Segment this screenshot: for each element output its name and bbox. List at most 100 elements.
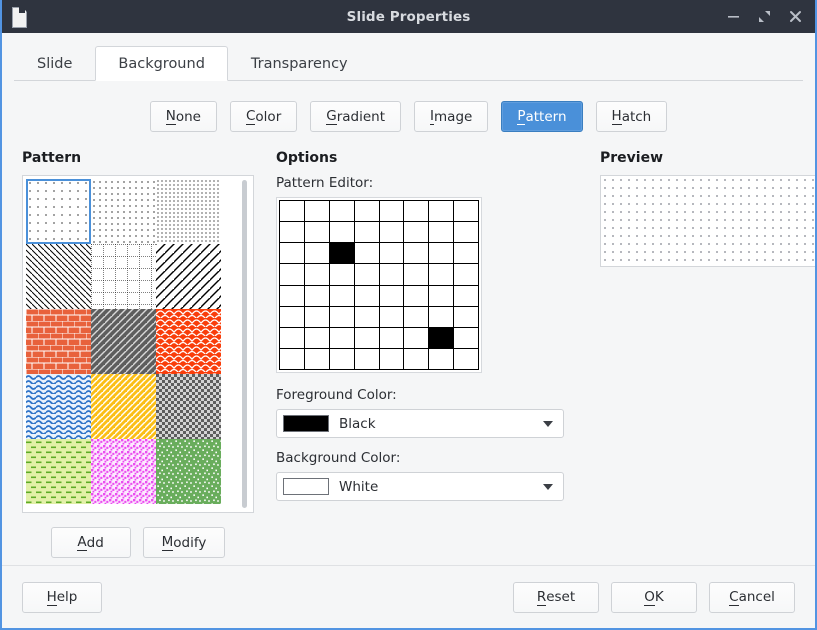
editor-cell-4-0[interactable] xyxy=(280,285,305,307)
editor-cell-3-3[interactable] xyxy=(354,264,380,286)
editor-cell-1-2[interactable] xyxy=(329,222,355,244)
pattern-brick-orange[interactable] xyxy=(26,309,91,374)
editor-cell-0-4[interactable] xyxy=(379,201,405,223)
maximize-button[interactable] xyxy=(757,9,772,24)
editor-cell-5-7[interactable] xyxy=(454,306,479,328)
editor-cell-3-2[interactable] xyxy=(329,264,355,286)
editor-cell-6-1[interactable] xyxy=(304,327,330,349)
editor-cell-2-6[interactable] xyxy=(429,243,455,265)
editor-cell-4-3[interactable] xyxy=(354,285,380,307)
editor-cell-3-5[interactable] xyxy=(404,264,430,286)
pattern-wave-blue[interactable] xyxy=(26,374,91,439)
editor-cell-0-5[interactable] xyxy=(404,201,430,223)
editor-cell-7-5[interactable] xyxy=(404,348,430,370)
editor-cell-5-5[interactable] xyxy=(404,306,430,328)
editor-cell-5-0[interactable] xyxy=(280,306,305,328)
editor-cell-6-7[interactable] xyxy=(454,327,479,349)
pattern-dash-slash[interactable] xyxy=(156,244,221,309)
editor-cell-4-6[interactable] xyxy=(429,285,455,307)
editor-cell-5-2[interactable] xyxy=(329,306,355,328)
editor-cell-3-0[interactable] xyxy=(280,264,305,286)
editor-cell-4-5[interactable] xyxy=(404,285,430,307)
pattern-list[interactable] xyxy=(22,175,254,513)
editor-cell-6-0[interactable] xyxy=(280,327,305,349)
editor-cell-1-5[interactable] xyxy=(404,222,430,244)
editor-cell-1-7[interactable] xyxy=(454,222,479,244)
editor-cell-7-3[interactable] xyxy=(354,348,380,370)
editor-cell-7-7[interactable] xyxy=(454,348,479,370)
pattern-editor[interactable] xyxy=(276,197,482,373)
editor-cell-6-5[interactable] xyxy=(404,327,430,349)
editor-cell-2-0[interactable] xyxy=(280,243,305,265)
pattern-dots-dense[interactable] xyxy=(156,179,221,244)
pattern-confetti-magenta[interactable] xyxy=(91,439,156,504)
editor-cell-6-4[interactable] xyxy=(379,327,405,349)
editor-cell-2-1[interactable] xyxy=(304,243,330,265)
pattern-checker-gray[interactable] xyxy=(156,374,221,439)
minimize-button[interactable] xyxy=(726,9,741,24)
pattern-weave-gray[interactable] xyxy=(91,309,156,374)
editor-cell-7-1[interactable] xyxy=(304,348,330,370)
pattern-dots-sparse[interactable] xyxy=(26,179,91,244)
tab-background[interactable]: Background xyxy=(95,46,228,81)
pattern-hatch-backslash[interactable] xyxy=(26,244,91,309)
pattern-list-scrollbar[interactable] xyxy=(240,180,249,508)
editor-cell-7-2[interactable] xyxy=(329,348,355,370)
editor-cell-1-0[interactable] xyxy=(280,222,305,244)
pattern-dash-green[interactable] xyxy=(26,439,91,504)
pattern-dotted-grid[interactable] xyxy=(91,244,156,309)
editor-cell-2-5[interactable] xyxy=(404,243,430,265)
editor-cell-7-6[interactable] xyxy=(429,348,455,370)
editor-cell-2-2[interactable] xyxy=(329,243,355,265)
editor-cell-1-3[interactable] xyxy=(354,222,380,244)
editor-cell-0-2[interactable] xyxy=(329,201,355,223)
editor-cell-0-1[interactable] xyxy=(304,201,330,223)
editor-cell-6-3[interactable] xyxy=(354,327,380,349)
editor-cell-6-6[interactable] xyxy=(429,327,455,349)
editor-cell-4-7[interactable] xyxy=(454,285,479,307)
editor-cell-0-7[interactable] xyxy=(454,201,479,223)
editor-cell-0-0[interactable] xyxy=(280,201,305,223)
editor-cell-5-4[interactable] xyxy=(379,306,405,328)
editor-cell-2-4[interactable] xyxy=(379,243,405,265)
editor-cell-3-4[interactable] xyxy=(379,264,405,286)
editor-cell-0-6[interactable] xyxy=(429,201,455,223)
editor-cell-6-2[interactable] xyxy=(329,327,355,349)
editor-cell-4-1[interactable] xyxy=(304,285,330,307)
pattern-dots-medium[interactable] xyxy=(91,179,156,244)
editor-cell-0-3[interactable] xyxy=(354,201,380,223)
editor-cell-1-6[interactable] xyxy=(429,222,455,244)
pattern-herringbone-gold[interactable] xyxy=(91,374,156,439)
editor-cell-7-0[interactable] xyxy=(280,348,305,370)
editor-cell-4-2[interactable] xyxy=(329,285,355,307)
pattern-scale-red[interactable] xyxy=(156,309,221,374)
editor-cell-5-6[interactable] xyxy=(429,306,455,328)
close-button[interactable] xyxy=(788,9,803,24)
pattern-dots-green[interactable] xyxy=(156,439,221,504)
editor-cell-3-7[interactable] xyxy=(454,264,479,286)
editor-cell-3-6[interactable] xyxy=(429,264,455,286)
editor-cell-1-1[interactable] xyxy=(304,222,330,244)
editor-cell-5-1[interactable] xyxy=(304,306,330,328)
tab-slide[interactable]: Slide xyxy=(14,46,96,81)
editor-cell-2-3[interactable] xyxy=(354,243,380,265)
editor-cell-1-4[interactable] xyxy=(379,222,405,244)
background-color-select[interactable]: White xyxy=(276,472,564,501)
editor-cell-5-3[interactable] xyxy=(354,306,380,328)
foreground-color-select[interactable]: Black xyxy=(276,409,564,438)
tab-transparency[interactable]: Transparency xyxy=(227,46,371,81)
editor-cell-2-7[interactable] xyxy=(454,243,479,265)
editor-cell-4-4[interactable] xyxy=(379,285,405,307)
